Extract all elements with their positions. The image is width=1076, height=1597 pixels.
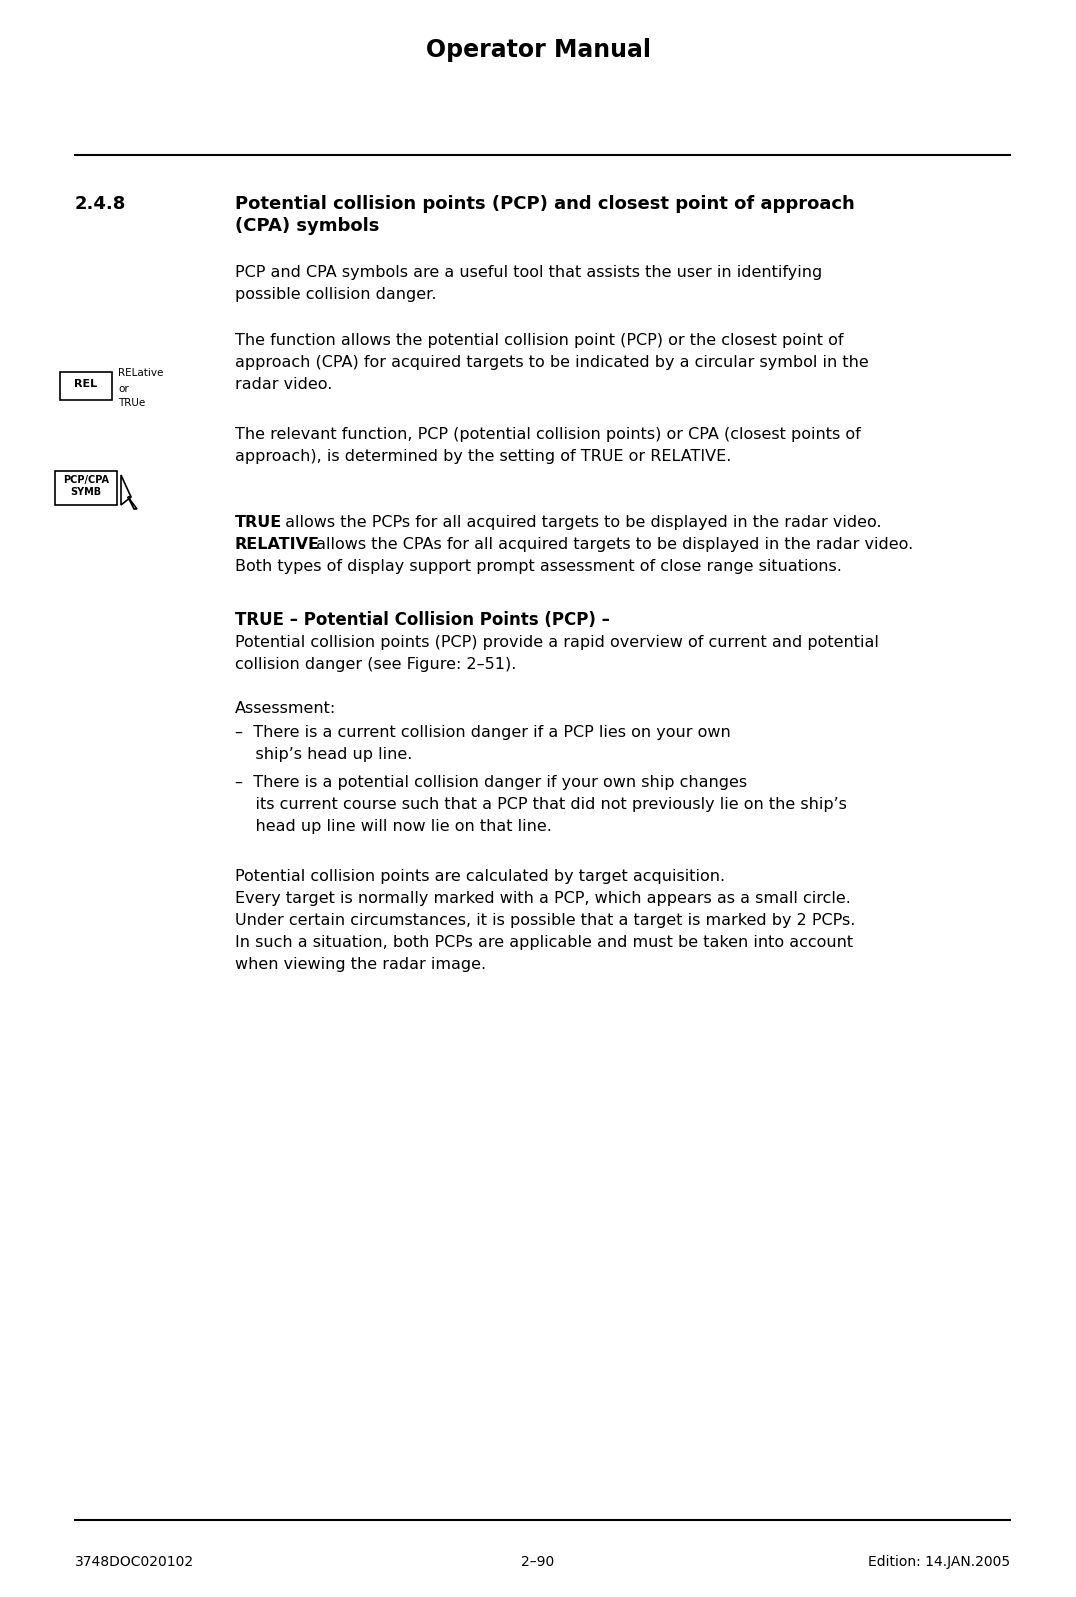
Text: PCP/CPA
SYMB: PCP/CPA SYMB	[63, 476, 109, 497]
Text: 3748DOC020102: 3748DOC020102	[75, 1555, 194, 1568]
Text: allows the PCPs for all acquired targets to be displayed in the radar video.: allows the PCPs for all acquired targets…	[280, 514, 881, 530]
Text: ship’s head up line.: ship’s head up line.	[235, 747, 412, 762]
Text: TRUe: TRUe	[118, 398, 145, 407]
Text: approach (CPA) for acquired targets to be indicated by a circular symbol in the: approach (CPA) for acquired targets to b…	[235, 355, 868, 371]
Text: Potential collision points are calculated by target acquisition.: Potential collision points are calculate…	[235, 869, 725, 885]
Text: Both types of display support prompt assessment of close range situations.: Both types of display support prompt ass…	[235, 559, 841, 573]
Text: when viewing the radar image.: when viewing the radar image.	[235, 957, 486, 973]
Text: TRUE: TRUE	[235, 514, 282, 530]
Text: allows the CPAs for all acquired targets to be displayed in the radar video.: allows the CPAs for all acquired targets…	[311, 537, 914, 553]
Text: or: or	[118, 383, 129, 394]
Text: its current course such that a PCP that did not previously lie on the ship’s: its current course such that a PCP that …	[235, 797, 847, 811]
Text: Under certain circumstances, it is possible that a target is marked by 2 PCPs.: Under certain circumstances, it is possi…	[235, 913, 855, 928]
Text: (CPA) symbols: (CPA) symbols	[235, 217, 380, 235]
Text: 2.4.8: 2.4.8	[75, 195, 126, 212]
Text: REL: REL	[74, 378, 98, 390]
Text: Potential collision points (PCP) and closest point of approach: Potential collision points (PCP) and clo…	[235, 195, 854, 212]
Text: Edition: 14.JAN.2005: Edition: 14.JAN.2005	[868, 1555, 1010, 1568]
Polygon shape	[121, 474, 137, 509]
Text: collision danger (see Figure: 2–51).: collision danger (see Figure: 2–51).	[235, 656, 516, 672]
Text: –  There is a current collision danger if a PCP lies on your own: – There is a current collision danger if…	[235, 725, 731, 739]
Text: The relevant function, PCP (potential collision points) or CPA (closest points o: The relevant function, PCP (potential co…	[235, 426, 861, 442]
Text: head up line will now lie on that line.: head up line will now lie on that line.	[235, 819, 552, 834]
Text: radar video.: radar video.	[235, 377, 332, 391]
Text: approach), is determined by the setting of TRUE or RELATIVE.: approach), is determined by the setting …	[235, 449, 732, 465]
Text: RELATIVE: RELATIVE	[235, 537, 320, 553]
Text: possible collision danger.: possible collision danger.	[235, 287, 437, 302]
Bar	[60, 372, 112, 399]
Text: RELative: RELative	[118, 367, 164, 378]
Text: Every target is normally marked with a PCP, which appears as a small circle.: Every target is normally marked with a P…	[235, 891, 851, 905]
Text: Potential collision points (PCP) provide a rapid overview of current and potenti: Potential collision points (PCP) provide…	[235, 636, 879, 650]
Text: –  There is a potential collision danger if your own ship changes: – There is a potential collision danger …	[235, 775, 747, 791]
Text: The function allows the potential collision point (PCP) or the closest point of: The function allows the potential collis…	[235, 334, 844, 348]
Text: TRUE – Potential Collision Points (PCP) –: TRUE – Potential Collision Points (PCP) …	[235, 612, 610, 629]
Text: Assessment:: Assessment:	[235, 701, 336, 715]
Text: In such a situation, both PCPs are applicable and must be taken into account: In such a situation, both PCPs are appli…	[235, 934, 853, 950]
Bar	[55, 471, 117, 505]
Text: 2–90: 2–90	[522, 1555, 554, 1568]
Text: Operator Manual: Operator Manual	[425, 38, 651, 62]
Text: PCP and CPA symbols are a useful tool that assists the user in identifying: PCP and CPA symbols are a useful tool th…	[235, 265, 822, 279]
